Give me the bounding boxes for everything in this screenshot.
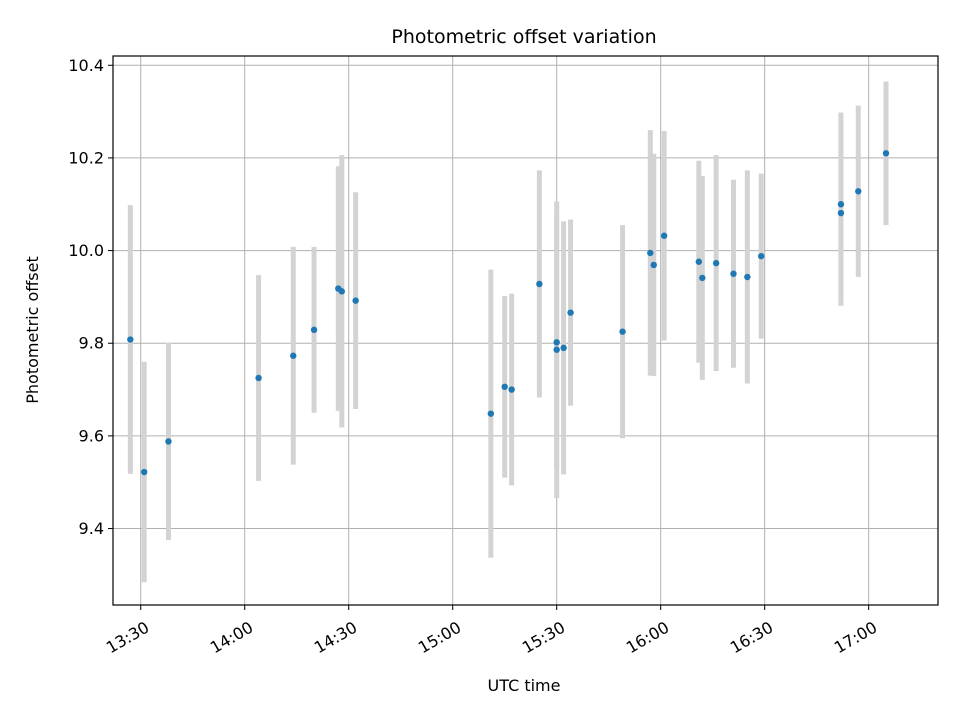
x-tick-label: 16:30: [727, 618, 776, 658]
data-point: [567, 309, 574, 316]
data-points: [127, 150, 890, 476]
data-point: [487, 410, 495, 417]
data-point: [338, 288, 345, 295]
data-point: [255, 374, 262, 382]
data-point: [127, 336, 134, 343]
errorbars: [127, 81, 889, 583]
data-point: [695, 258, 703, 265]
y-tick-label: 9.6: [79, 426, 104, 445]
data-point: [730, 270, 737, 277]
data-point: [744, 273, 751, 281]
data-point: [290, 352, 297, 359]
x-tick-label: 17:00: [831, 618, 880, 658]
plot-frame: [112, 55, 939, 606]
y-tick-label: 10.2: [68, 148, 104, 167]
data-point: [553, 346, 560, 353]
x-tick-label: 15:00: [415, 618, 464, 658]
data-point: [837, 201, 845, 208]
data-point: [660, 232, 668, 239]
data-point: [165, 438, 172, 445]
data-point: [140, 468, 148, 476]
data-point: [758, 252, 765, 260]
x-tick-label: 14:00: [207, 618, 256, 658]
y-tick-label: 10.0: [68, 241, 104, 260]
y-axis-label: Photometric offset: [23, 256, 42, 404]
y-tick-label: 10.4: [68, 56, 104, 75]
chart-title: Photometric offset variation: [391, 26, 656, 48]
data-point: [647, 249, 654, 257]
data-point: [882, 150, 890, 157]
x-axis-ticks: 13:30 14:00 14:30 15:00 15:30 16:00 16:30 17:00: [103, 605, 880, 657]
y-axis-ticks: 9.4 9.6 9.8 10.0 10.2 10.4: [68, 56, 113, 538]
x-tick-label: 16:00: [623, 618, 672, 658]
data-point: [699, 274, 706, 282]
y-tick-label: 9.8: [79, 334, 104, 353]
data-point: [352, 297, 359, 304]
x-tick-label: 15:30: [519, 618, 568, 658]
data-point: [536, 280, 543, 288]
data-point: [310, 326, 318, 334]
data-point: [855, 188, 862, 195]
data-point: [560, 344, 567, 352]
x-tick-label: 13:30: [103, 618, 152, 658]
data-point: [619, 328, 626, 335]
x-tick-label: 14:30: [311, 618, 360, 658]
data-point: [553, 339, 560, 346]
data-point: [837, 209, 845, 217]
data-point: [501, 383, 508, 390]
data-point: [508, 386, 515, 393]
x-axis-label: UTC time: [488, 676, 561, 695]
grid: [113, 56, 938, 605]
y-tick-label: 9.4: [79, 519, 104, 538]
data-point: [650, 261, 657, 269]
data-point: [712, 259, 720, 267]
